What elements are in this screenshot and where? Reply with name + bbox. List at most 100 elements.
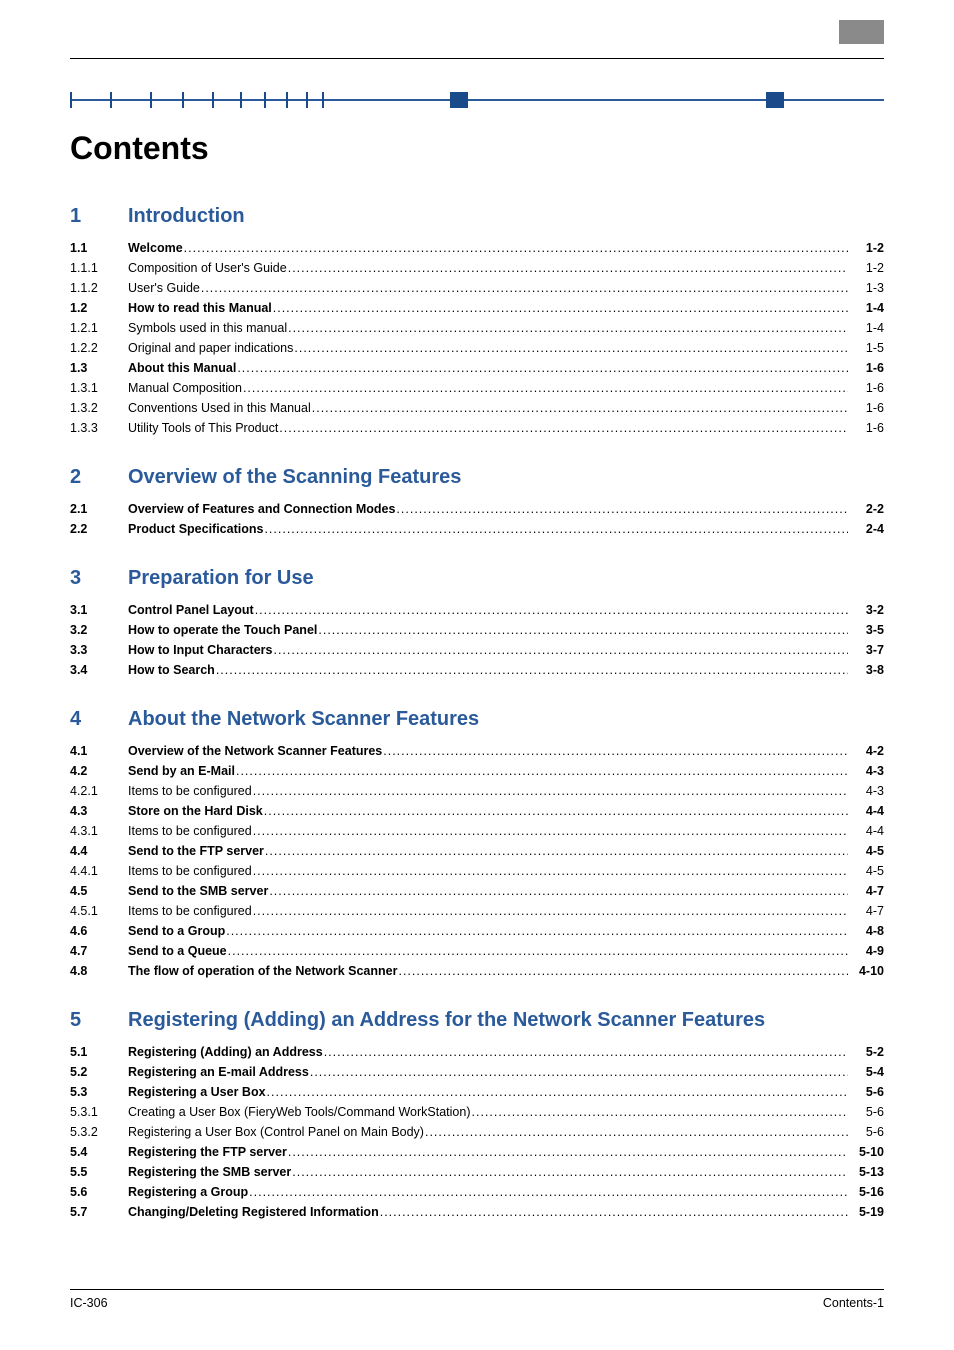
toc-entry[interactable]: 5.2Registering an E-mail Address........…: [70, 1062, 884, 1082]
toc-entry[interactable]: 1.3About this Manual....................…: [70, 358, 884, 378]
entry-number: 2.1: [70, 499, 128, 519]
toc-entry[interactable]: 1.3.2Conventions Used in this Manual....…: [70, 398, 884, 418]
entry-label: Items to be configured: [128, 781, 252, 801]
dot-leader: ........................................…: [236, 761, 848, 781]
toc-entry[interactable]: 5.4Registering the FTP server...........…: [70, 1142, 884, 1162]
toc-entry[interactable]: 3.3How to Input Characters..............…: [70, 640, 884, 660]
entry-page: 1-4: [849, 318, 884, 338]
entry-number: 1.1: [70, 238, 128, 258]
entry-number: 1.3.1: [70, 378, 128, 398]
dot-leader: ........................................…: [253, 781, 848, 801]
entry-page: 1-6: [849, 378, 884, 398]
toc-entry[interactable]: 1.3.3Utility Tools of This Product......…: [70, 418, 884, 438]
entry-label: Manual Composition: [128, 378, 242, 398]
toc-entry[interactable]: 1.2.1Symbols used in this manual........…: [70, 318, 884, 338]
dot-leader: ........................................…: [269, 881, 848, 901]
entry-list: 3.1Control Panel Layout.................…: [70, 600, 884, 680]
toc-entry[interactable]: 4.4.1Items to be configured.............…: [70, 861, 884, 881]
entry-page: 1-4: [849, 298, 884, 318]
entry-number: 4.7: [70, 941, 128, 961]
dot-leader: ........................................…: [380, 1202, 848, 1222]
toc-entry[interactable]: 1.1Welcome..............................…: [70, 238, 884, 258]
entry-page: 1-3: [849, 278, 884, 298]
entry-label: Send by an E-Mail: [128, 761, 235, 781]
entry-page: 1-5: [849, 338, 884, 358]
entry-number: 3.1: [70, 600, 128, 620]
toc-entry[interactable]: 4.7Send to a Queue......................…: [70, 941, 884, 961]
footer-rule: [70, 1289, 884, 1290]
toc-entry[interactable]: 3.4How to Search........................…: [70, 660, 884, 680]
entry-number: 3.2: [70, 620, 128, 640]
decorative-bar: [70, 92, 884, 108]
entry-number: 4.3: [70, 801, 128, 821]
toc-entry[interactable]: 4.2Send by an E-Mail....................…: [70, 761, 884, 781]
entry-number: 5.5: [70, 1162, 128, 1182]
entry-page: 4-3: [849, 761, 884, 781]
toc-entry[interactable]: 4.5Send to the SMB server...............…: [70, 881, 884, 901]
dot-leader: ........................................…: [184, 238, 848, 258]
toc-entry[interactable]: 2.1Overview of Features and Connection M…: [70, 499, 884, 519]
toc-entry[interactable]: 1.2.2Original and paper indications.....…: [70, 338, 884, 358]
dot-leader: ........................................…: [226, 921, 848, 941]
entry-page: 4-3: [849, 781, 884, 801]
entry-label: Control Panel Layout: [128, 600, 254, 620]
entry-number: 4.2: [70, 761, 128, 781]
chapter-title: Introduction: [128, 205, 245, 228]
entry-number: 4.2.1: [70, 781, 128, 801]
toc-entry[interactable]: 1.1.2User's Guide.......................…: [70, 278, 884, 298]
deco-tick: [182, 92, 212, 108]
chapter: 5Registering (Adding) an Address for the…: [70, 1009, 884, 1222]
toc-entry[interactable]: 1.1.1Composition of User's Guide........…: [70, 258, 884, 278]
toc-entry[interactable]: 5.3.1Creating a User Box (FieryWeb Tools…: [70, 1102, 884, 1122]
entry-page: 3-2: [849, 600, 884, 620]
chapter-head: 1Introduction: [70, 205, 884, 228]
toc-entry[interactable]: 1.2How to read this Manual..............…: [70, 298, 884, 318]
toc-entry[interactable]: 1.3.1Manual Composition.................…: [70, 378, 884, 398]
entry-number: 4.5: [70, 881, 128, 901]
entry-label: About this Manual: [128, 358, 236, 378]
toc-entry[interactable]: 4.1Overview of the Network Scanner Featu…: [70, 741, 884, 761]
toc-entry[interactable]: 4.6Send to a Group......................…: [70, 921, 884, 941]
toc-entry[interactable]: 4.3Store on the Hard Disk...............…: [70, 801, 884, 821]
entry-label: Send to the SMB server: [128, 881, 268, 901]
entry-label: How to read this Manual: [128, 298, 272, 318]
entry-page: 4-4: [849, 821, 884, 841]
dot-leader: ........................................…: [249, 1182, 848, 1202]
toc-entry[interactable]: 5.7Changing/Deleting Registered Informat…: [70, 1202, 884, 1222]
dot-leader: ........................................…: [472, 1102, 849, 1122]
dot-leader: ........................................…: [310, 1062, 848, 1082]
toc-entry[interactable]: 3.1Control Panel Layout.................…: [70, 600, 884, 620]
toc-entry[interactable]: 5.1Registering (Adding) an Address......…: [70, 1042, 884, 1062]
dot-leader: ........................................…: [288, 258, 848, 278]
toc-entry[interactable]: 5.5Registering the SMB server...........…: [70, 1162, 884, 1182]
dot-leader: ........................................…: [324, 1042, 848, 1062]
entry-label: Conventions Used in this Manual: [128, 398, 311, 418]
footer-left: IC-306: [70, 1296, 108, 1310]
entry-label: Original and paper indications: [128, 338, 293, 358]
entry-label: Items to be configured: [128, 901, 252, 921]
toc-entry[interactable]: 4.8The flow of operation of the Network …: [70, 961, 884, 981]
toc-entry[interactable]: 4.5.1Items to be configured.............…: [70, 901, 884, 921]
toc-entry[interactable]: 3.2How to operate the Touch Panel.......…: [70, 620, 884, 640]
dot-leader: ........................................…: [201, 278, 848, 298]
toc-entry[interactable]: 4.3.1Items to be configured.............…: [70, 821, 884, 841]
toc-entry[interactable]: 5.6Registering a Group..................…: [70, 1182, 884, 1202]
entry-label: Items to be configured: [128, 861, 252, 881]
entry-number: 1.2.2: [70, 338, 128, 358]
dot-leader: ........................................…: [288, 318, 848, 338]
entry-number: 5.2: [70, 1062, 128, 1082]
entry-label: Items to be configured: [128, 821, 252, 841]
toc-entry[interactable]: 4.2.1Items to be configured.............…: [70, 781, 884, 801]
toc-entry[interactable]: 5.3.2Registering a User Box (Control Pan…: [70, 1122, 884, 1142]
entry-number: 5.4: [70, 1142, 128, 1162]
toc-entry[interactable]: 5.3Registering a User Box...............…: [70, 1082, 884, 1102]
toc-entry[interactable]: 4.4Send to the FTP server...............…: [70, 841, 884, 861]
entry-label: Registering an E-mail Address: [128, 1062, 309, 1082]
entry-label: Registering a Group: [128, 1182, 248, 1202]
toc-entry[interactable]: 2.2Product Specifications...............…: [70, 519, 884, 539]
entry-page: 1-6: [849, 398, 884, 418]
entry-number: 1.1.2: [70, 278, 128, 298]
entry-page: 5-4: [849, 1062, 884, 1082]
chapter-title: Preparation for Use: [128, 567, 314, 590]
deco-tick: [110, 92, 150, 108]
